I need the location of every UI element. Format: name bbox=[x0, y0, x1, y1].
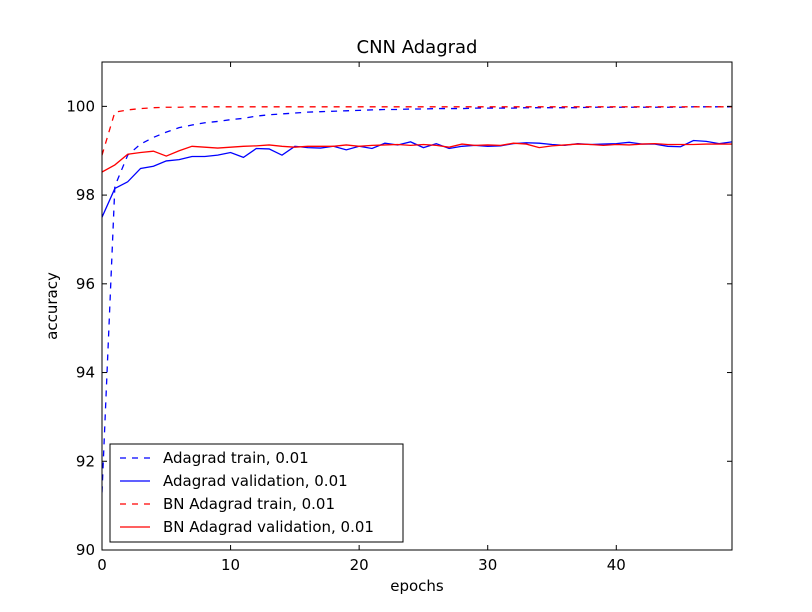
legend-label: BN Adagrad validation, 0.01 bbox=[163, 518, 374, 536]
series-line-4 bbox=[102, 142, 732, 173]
y-tick-label: 92 bbox=[76, 452, 95, 470]
series-line-3 bbox=[102, 106, 732, 156]
legend-label: Adagrad validation, 0.01 bbox=[163, 472, 348, 490]
legend-label: Adagrad train, 0.01 bbox=[163, 449, 309, 467]
series-line-1 bbox=[102, 106, 732, 493]
y-axis: 90 92 94 96 98 100 bbox=[66, 97, 732, 559]
y-tick-label: 100 bbox=[66, 97, 95, 115]
x-axis: 0 10 20 30 40 bbox=[97, 62, 626, 574]
legend-frame bbox=[109, 443, 404, 543]
y-tick-label: 90 bbox=[76, 541, 95, 559]
y-axis-label: accuracy bbox=[43, 272, 61, 340]
plot-frame bbox=[101, 61, 733, 551]
legend: Adagrad train, 0.01 Adagrad validation, 0… bbox=[109, 443, 404, 543]
x-tick-label: 40 bbox=[607, 556, 626, 574]
x-axis-label: epochs bbox=[390, 577, 444, 595]
y-tick-label: 96 bbox=[76, 275, 95, 293]
x-tick-label: 20 bbox=[350, 556, 369, 574]
y-tick-label: 94 bbox=[76, 364, 95, 382]
x-tick-label: 10 bbox=[221, 556, 240, 574]
chart-title: CNN Adagrad bbox=[357, 37, 478, 58]
y-tick-label: 98 bbox=[76, 186, 95, 204]
x-tick-label: 30 bbox=[478, 556, 497, 574]
x-tick-label: 0 bbox=[97, 556, 107, 574]
series-layer bbox=[102, 106, 732, 493]
legend-label: BN Adagrad train, 0.01 bbox=[163, 495, 335, 513]
